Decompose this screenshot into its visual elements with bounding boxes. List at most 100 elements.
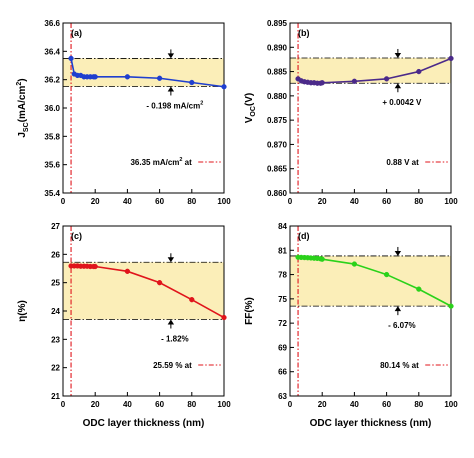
y-tick-label: 35.6 xyxy=(44,161,60,170)
x-tick-label: 60 xyxy=(155,400,164,409)
legend-text: 80.14 % at xyxy=(380,361,419,370)
y-tick-label: 0.885 xyxy=(267,68,288,77)
arrow-up-head xyxy=(167,86,175,92)
x-tick-label: 100 xyxy=(217,400,231,409)
x-tick-label: 80 xyxy=(414,400,423,409)
data-point xyxy=(189,297,195,303)
x-axis-label: ODC layer thickness (nm) xyxy=(310,418,432,429)
delta-text: + 0.0042 V xyxy=(382,98,422,107)
data-point xyxy=(383,271,390,278)
x-tick-label: 40 xyxy=(350,197,359,206)
delta-text: - 6.07% xyxy=(388,321,416,330)
panel-label: (b) xyxy=(298,28,310,38)
y-tick-label: 21 xyxy=(51,392,60,401)
y-axis-label-superscript: 2 xyxy=(16,82,23,86)
y-tick-label: 75 xyxy=(278,295,287,304)
x-axis-label: ODC layer thickness (nm) xyxy=(83,418,205,429)
x-tick-label: 20 xyxy=(91,197,100,206)
data-point xyxy=(156,75,163,81)
x-tick-label: 0 xyxy=(61,197,66,206)
y-tick-label: 0.860 xyxy=(267,189,288,198)
legend-text: 36.35 mA/cm2 at xyxy=(130,157,192,167)
delta-text: - 1.82% xyxy=(161,335,189,344)
delta-annotation: - 0.198 mA/cm2 xyxy=(146,100,203,110)
y-axis-label-main: η(%) xyxy=(17,300,28,322)
data-point xyxy=(156,280,163,286)
data-point xyxy=(448,55,454,62)
arrow-up-head xyxy=(394,83,402,89)
legend-text: 0.88 V at xyxy=(386,158,419,167)
x-tick-label: 0 xyxy=(288,400,293,409)
data-point xyxy=(319,256,325,262)
legend-tail: at xyxy=(182,158,192,167)
x-tick-label: 60 xyxy=(382,400,391,409)
panel-b: + 0.0042 V 0.88 V at 0 20 40 60 80 100 0.860 0.86… xyxy=(244,19,458,206)
data-point xyxy=(124,268,131,274)
x-tick-label: 40 xyxy=(123,197,132,206)
y-tick-label: 36.4 xyxy=(44,47,60,56)
arrow-up-head xyxy=(394,306,402,312)
data-point xyxy=(68,55,74,62)
panel-d: - 6.07% 80.14 % at 0 20 40 60 80 100 63 66 69 72 75 7… xyxy=(244,222,458,429)
x-tick-label: 40 xyxy=(350,400,359,409)
y-tick-label: 0.870 xyxy=(267,140,288,149)
y-tick-label: 72 xyxy=(278,319,287,328)
panel-label: (a) xyxy=(71,28,82,38)
x-tick-label: 0 xyxy=(61,400,66,409)
x-tick-label: 20 xyxy=(318,197,327,206)
data-point xyxy=(351,261,358,267)
x-tick-label: 100 xyxy=(444,400,458,409)
y-axis-label-main: J xyxy=(17,132,28,138)
x-tick-label: 40 xyxy=(123,400,132,409)
data-point xyxy=(92,74,98,80)
y-tick-label: 0.865 xyxy=(267,165,288,174)
x-tick-label: 80 xyxy=(187,400,196,409)
y-tick-label: 78 xyxy=(278,271,287,280)
y-tick-label: 84 xyxy=(278,222,287,231)
y-tick-label: 63 xyxy=(278,392,287,401)
x-tick-label: 80 xyxy=(414,197,423,206)
y-tick-label: 0.890 xyxy=(267,43,288,52)
data-point xyxy=(351,78,358,84)
y-tick-label: 81 xyxy=(278,246,287,255)
y-tick-label: 24 xyxy=(51,307,60,316)
arrow-up-head xyxy=(167,319,175,325)
y-tick-label: 23 xyxy=(51,335,60,344)
x-tick-label: 60 xyxy=(382,197,391,206)
y-axis-label-tail: (V) xyxy=(244,93,255,106)
legend-value: 25.59 % at xyxy=(153,361,192,370)
delta-annotation: + 0.0042 V xyxy=(382,98,422,107)
arrow-down-head xyxy=(394,52,402,58)
x-tick-label: 0 xyxy=(288,197,293,206)
y-tick-label: 0.895 xyxy=(267,19,288,28)
highlight-band xyxy=(290,255,451,307)
data-point xyxy=(221,84,227,90)
x-tick-label: 100 xyxy=(444,197,458,206)
y-axis-label-subscript: OC xyxy=(250,106,257,117)
y-axis-label-tail: (mA/cm xyxy=(17,86,28,123)
panel-c: - 1.82% 25.59 % at 0 20 40 60 80 100 21 22 23 24 25 2… xyxy=(17,222,231,429)
panel-label: (c) xyxy=(71,231,82,241)
delta-annotation: - 1.82% xyxy=(161,335,189,344)
data-point xyxy=(416,68,422,75)
y-tick-label: 69 xyxy=(278,343,287,352)
highlight-band xyxy=(290,57,451,84)
data-point xyxy=(383,76,390,82)
y-tick-label: 0.880 xyxy=(267,92,288,101)
plot-frame xyxy=(289,225,452,397)
data-point xyxy=(416,286,422,292)
y-tick-label: 36.6 xyxy=(44,19,60,28)
y-tick-label: 22 xyxy=(51,364,60,373)
y-tick-label: 66 xyxy=(278,368,287,377)
arrow-down-head xyxy=(394,250,402,256)
delta-annotation: - 6.07% xyxy=(388,321,416,330)
highlight-band xyxy=(63,58,224,87)
panel-label: (d) xyxy=(298,231,310,241)
x-tick-label: 80 xyxy=(187,197,196,206)
data-point xyxy=(124,74,131,80)
x-tick-label: 60 xyxy=(155,197,164,206)
data-point xyxy=(448,303,454,309)
